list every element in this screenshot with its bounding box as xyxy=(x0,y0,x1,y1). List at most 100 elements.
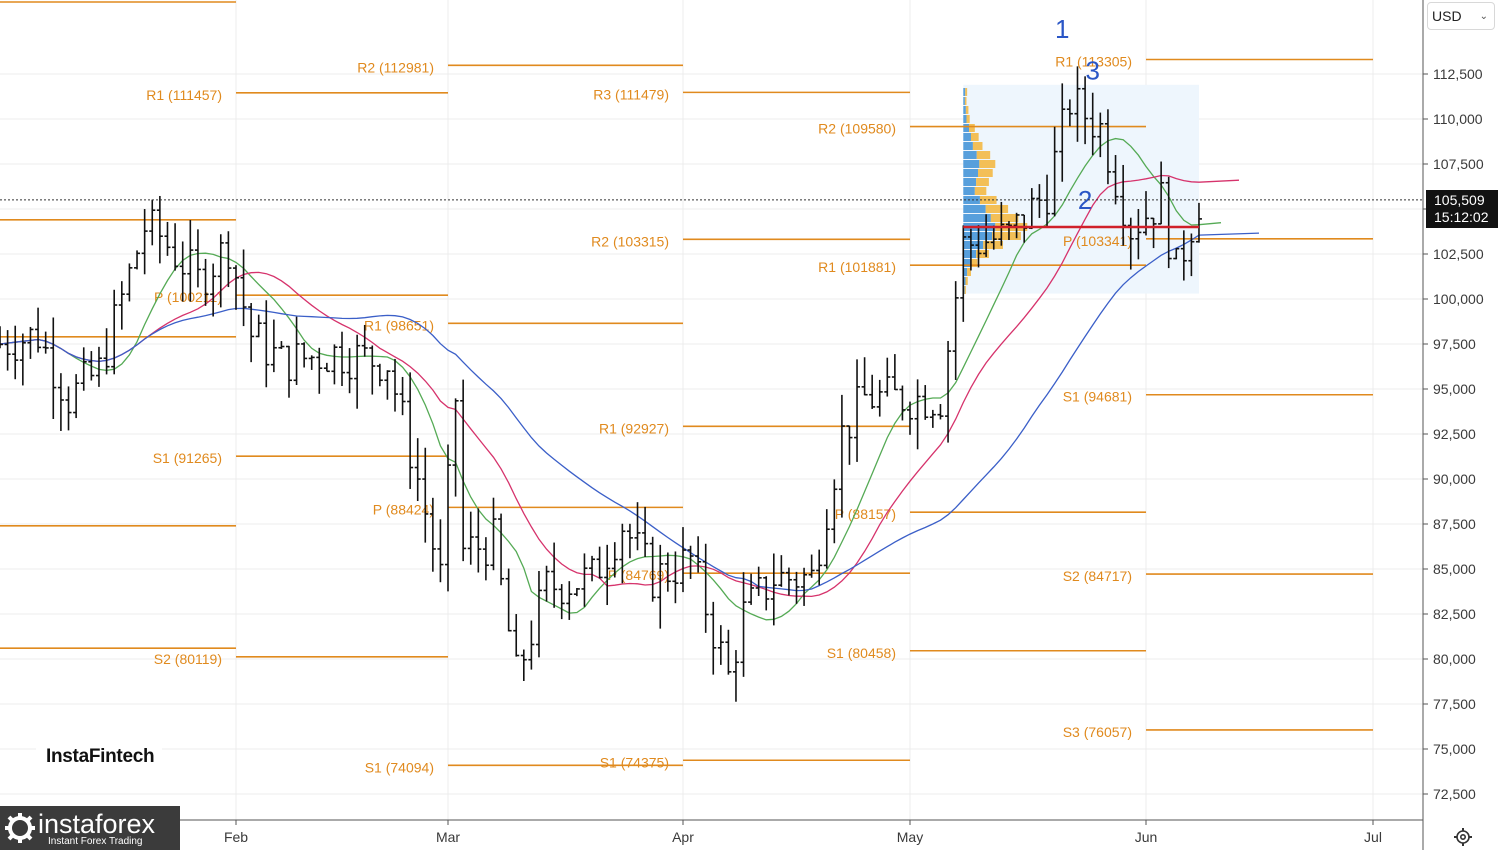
pivot-level-label: R2 (109580) xyxy=(818,121,896,137)
pivot-level-label: R1 (113305) xyxy=(1055,54,1132,70)
volume-profile-bar-up xyxy=(963,160,980,168)
volume-profile-bar-down xyxy=(967,268,971,276)
pivot-level-label: S1 (80458) xyxy=(827,645,896,661)
volume-profile-bar-up xyxy=(963,151,977,159)
volume-profile-bar-up xyxy=(963,88,966,96)
moving-average-line xyxy=(0,232,1260,592)
price-tick-label: 102,500 xyxy=(1433,246,1484,262)
price-tick-label: 97,500 xyxy=(1433,336,1476,352)
pivot-level-label: S1 (91265) xyxy=(153,450,222,466)
price-tick-label: 110,000 xyxy=(1433,111,1483,127)
pivot-level-label: P (88157) xyxy=(835,506,896,522)
price-tick-label: 87,500 xyxy=(1433,516,1476,532)
volume-profile-bar-down xyxy=(974,187,987,195)
volume-profile-bar-up xyxy=(963,133,971,141)
volume-profile-bar-up xyxy=(963,214,991,222)
volume-profile-bar-up xyxy=(963,178,977,186)
chart-grid xyxy=(0,0,1423,820)
price-tick-label: 72,500 xyxy=(1433,786,1476,802)
volume-profile-bar-up xyxy=(963,259,971,267)
price-tick-label: 80,000 xyxy=(1433,651,1476,667)
volume-profile-bar-up xyxy=(963,205,986,213)
currency-label: USD xyxy=(1432,8,1462,24)
time-tick-label: Mar xyxy=(436,829,460,845)
pivot-level-label: R1 (101881) xyxy=(818,259,896,275)
volume-profile-bar-down xyxy=(965,88,968,96)
pivot-level-label: P (100211) xyxy=(154,289,222,305)
volume-profile-bar-up xyxy=(963,169,979,177)
volume-profile-bar-down xyxy=(964,97,967,105)
volume-profile-bar-down xyxy=(976,250,989,258)
pivot-level-label: R3 (111479) xyxy=(593,86,669,102)
time-tick-label: Feb xyxy=(224,829,248,845)
price-tick-label: 100,000 xyxy=(1433,291,1484,307)
volume-profile-bar-up xyxy=(963,187,975,195)
volume-profile-bar-down xyxy=(976,151,991,159)
volume-profile-bar-up xyxy=(963,124,970,132)
volume-profile-bar-up xyxy=(963,277,966,285)
volume-profile-bar-down xyxy=(969,124,975,132)
volume-profile-bar-down xyxy=(979,160,996,168)
instaforex-text: instaforex xyxy=(38,809,156,839)
ohlc-bars xyxy=(0,66,1202,702)
moving-averages xyxy=(0,137,1260,621)
instaforex-logo: instaforex Instant Forex Trading xyxy=(0,806,180,850)
pivot-level-label: S1 (74094) xyxy=(365,759,434,775)
pivot-level-label: S1 (94681) xyxy=(1063,389,1132,405)
price-axis-bg xyxy=(1423,0,1500,850)
price-tick-label: 95,000 xyxy=(1433,381,1476,397)
current-price-value: 105,509 xyxy=(1434,192,1485,208)
volume-profile-bar-up xyxy=(963,268,968,276)
price-tick-label: 82,500 xyxy=(1433,606,1476,622)
chevron-down-icon: ⌄ xyxy=(1479,10,1488,22)
volume-profile-bar-down xyxy=(965,277,968,285)
time-tick-label: May xyxy=(897,829,923,845)
pivot-level-label: P (88424) xyxy=(373,501,434,517)
pivot-level-label: R1 (92927) xyxy=(599,420,669,436)
volume-profile-bar-up xyxy=(963,106,966,114)
moving-average-line xyxy=(0,137,1222,621)
price-tick-label: 112,500 xyxy=(1433,66,1483,82)
volume-profile-bar-up xyxy=(963,196,980,204)
volume-profile-box xyxy=(963,84,1199,294)
volume-profile-bar-up xyxy=(963,97,965,105)
instaforex-gear-icon xyxy=(5,813,35,843)
volume-profile-bar-down xyxy=(992,232,1021,240)
insta-fintech-text: InstaFintech xyxy=(46,746,155,767)
pivot-level-label: P (103341) xyxy=(1063,233,1132,249)
pivot-level-label: S3 (76057) xyxy=(1063,724,1132,740)
price-tick-label: 85,000 xyxy=(1433,561,1476,577)
pivot-level-label: R1 (98651) xyxy=(364,317,434,333)
pivot-level-label: R2 (112981) xyxy=(357,59,434,75)
volume-profile-bar-down xyxy=(985,205,1009,213)
time-tick-label: Apr xyxy=(672,829,694,845)
volume-profile-bar-down xyxy=(976,178,989,186)
price-tick-label: 107,500 xyxy=(1433,156,1484,172)
countdown-timer: 15:12:02 xyxy=(1434,209,1489,225)
volume-profile-bar-down xyxy=(970,259,978,267)
volume-profile-bar-down xyxy=(972,142,983,150)
price-tick-label: 90,000 xyxy=(1433,471,1476,487)
insta-fintech-logo: InstaFintech xyxy=(36,718,162,780)
pivot-level-label: R1 (111457) xyxy=(146,87,222,103)
price-tick-label: 77,500 xyxy=(1433,696,1476,712)
pivot-level-label: S1 (74375) xyxy=(600,754,669,770)
volume-profile-bar-up xyxy=(963,142,973,150)
volume-profile-bar-up xyxy=(963,232,993,240)
currency-select[interactable]: USD ⌄ xyxy=(1427,2,1495,30)
volume-profile-bar-down xyxy=(966,115,970,123)
volume-profile-bar-down xyxy=(978,169,993,177)
time-tick-label: Jul xyxy=(1364,829,1382,845)
pivot-levels: R1 (111457) P (100211) S1 (91265) S2 (80119… xyxy=(0,1,1373,775)
wave-label: 3 xyxy=(1085,55,1099,85)
moving-average-line xyxy=(0,174,1240,598)
settings-gear-icon[interactable] xyxy=(1452,826,1474,848)
price-tick-label: 92,500 xyxy=(1433,426,1476,442)
volume-profile-bar-down xyxy=(964,286,966,294)
volume-profile-bar-down xyxy=(990,214,1019,222)
instaforex-tagline: Instant Forex Trading xyxy=(48,836,143,847)
pivot-level-label: S2 (80119) xyxy=(154,651,222,667)
pivot-level-label: S2 (84717) xyxy=(1063,568,1132,584)
